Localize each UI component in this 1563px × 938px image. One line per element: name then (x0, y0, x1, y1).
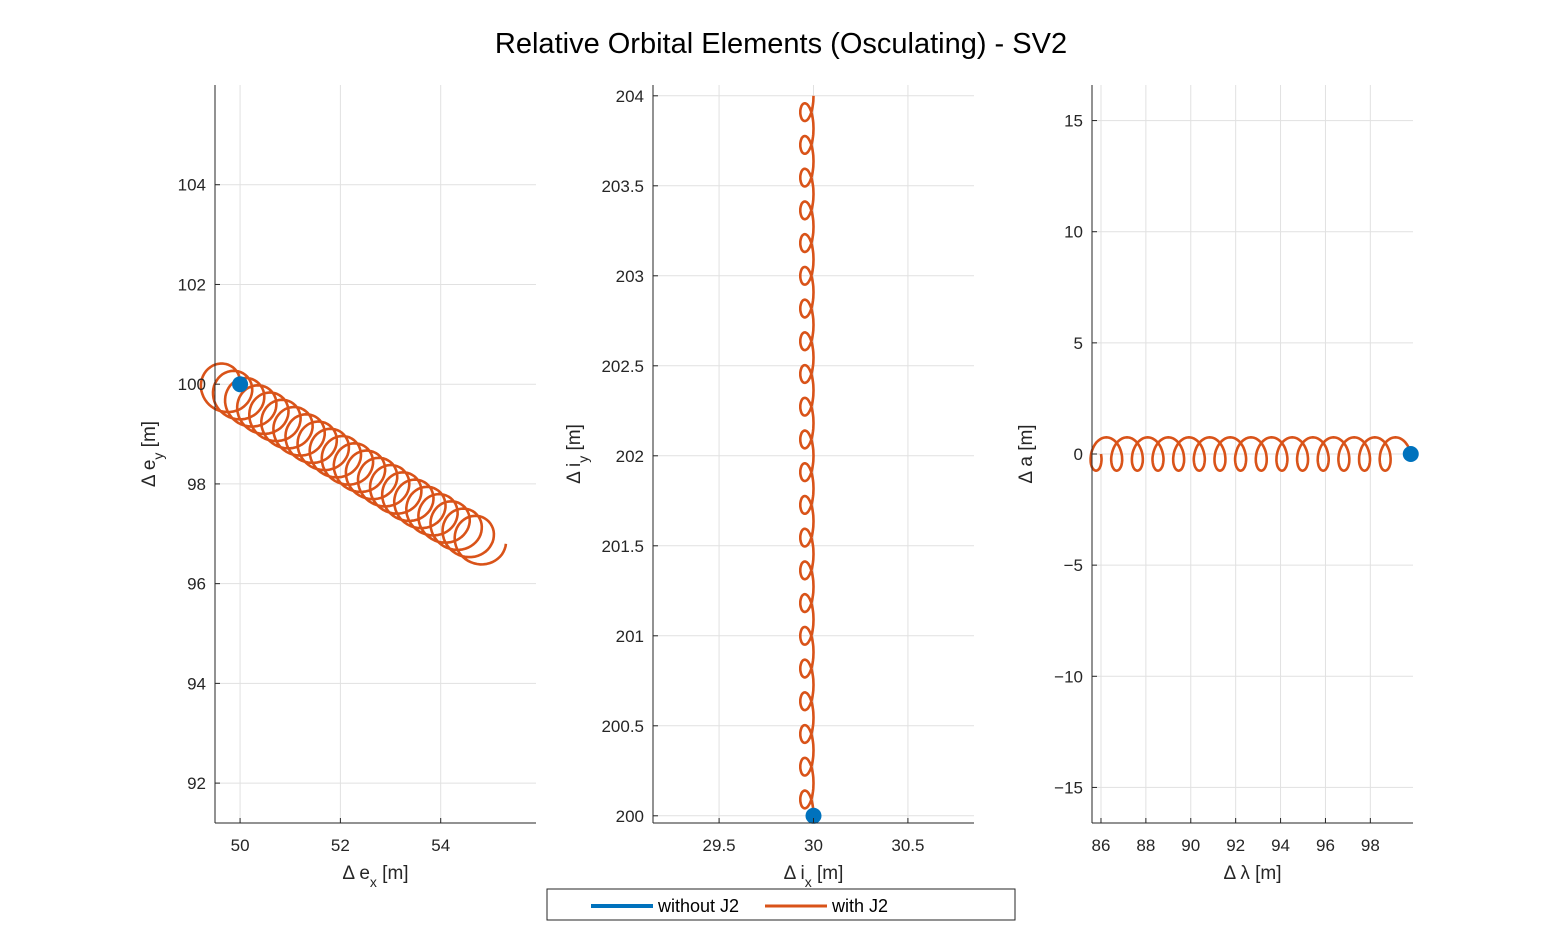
series-with-j2-line (199, 362, 508, 566)
y-tick-label: 201.5 (601, 537, 644, 556)
y-tick-label: 5 (1074, 334, 1083, 353)
legend: without J2 with J2 (546, 888, 1016, 921)
y-tick-label: 96 (187, 575, 206, 594)
y-tick-label: 92 (187, 774, 206, 793)
y-tick-label: 201 (616, 627, 644, 646)
y-tick-label: 202.5 (601, 357, 644, 376)
legend-label-without-j2: without J2 (657, 896, 739, 916)
y-tick-label: 203.5 (601, 177, 644, 196)
series-without-j2-point (805, 807, 822, 824)
y-tick-label: −5 (1064, 556, 1083, 575)
series-with-j2-line (799, 95, 815, 816)
x-tick-label: 29.5 (703, 836, 736, 855)
series-without-j2-point (1402, 446, 1419, 462)
y-tick-label: 200 (616, 807, 644, 826)
figure-title: Relative Orbital Elements (Osculating) -… (495, 28, 1067, 60)
x-tick-label: 30.5 (891, 836, 924, 855)
y-tick-label: 94 (187, 674, 206, 693)
series-without-j2-point (232, 376, 249, 393)
legend-label-with-j2: with J2 (831, 896, 888, 916)
y-tick-label: 104 (178, 176, 206, 195)
x-tick-label: 96 (1316, 836, 1335, 855)
y-tick-label: 0 (1074, 445, 1083, 464)
y-tick-label: 204 (616, 87, 644, 106)
x-tick-label: 90 (1181, 836, 1200, 855)
y-tick-label: 102 (178, 275, 206, 294)
x-tick-label: 94 (1271, 836, 1290, 855)
y-tick-label: 15 (1064, 112, 1083, 131)
x-tick-label: 50 (231, 836, 250, 855)
y-tick-label: 200.5 (601, 717, 644, 736)
y-axis-label: Δ a [m] (1016, 424, 1037, 483)
x-tick-label: 54 (431, 836, 450, 855)
axes-lambda-a: 86 88 90 92 94 96 98 −15 −10 −5 0 5 10 15 Δ λ [m] Δ a [… (1016, 85, 1419, 884)
y-tick-label: −10 (1054, 667, 1083, 686)
series-with-j2-line (1089, 436, 1413, 472)
axes-ix-iy: 29.5 30 30.5 200 200.5 201 201.5 202 202.5 203 203… (564, 85, 974, 890)
x-tick-label: 88 (1136, 836, 1155, 855)
x-tick-label: 30 (804, 836, 823, 855)
x-tick-label: 52 (331, 836, 350, 855)
y-tick-label: 100 (178, 375, 206, 394)
x-tick-label: 86 (1092, 836, 1111, 855)
y-tick-label: 203 (616, 267, 644, 286)
y-tick-label: 202 (616, 447, 644, 466)
y-tick-label: 98 (187, 475, 206, 494)
x-axis-label: Δ λ [m] (1223, 863, 1281, 884)
y-tick-label: 10 (1064, 223, 1083, 242)
x-tick-label: 98 (1361, 836, 1380, 855)
x-tick-label: 92 (1226, 836, 1245, 855)
y-tick-label: −15 (1054, 778, 1083, 797)
